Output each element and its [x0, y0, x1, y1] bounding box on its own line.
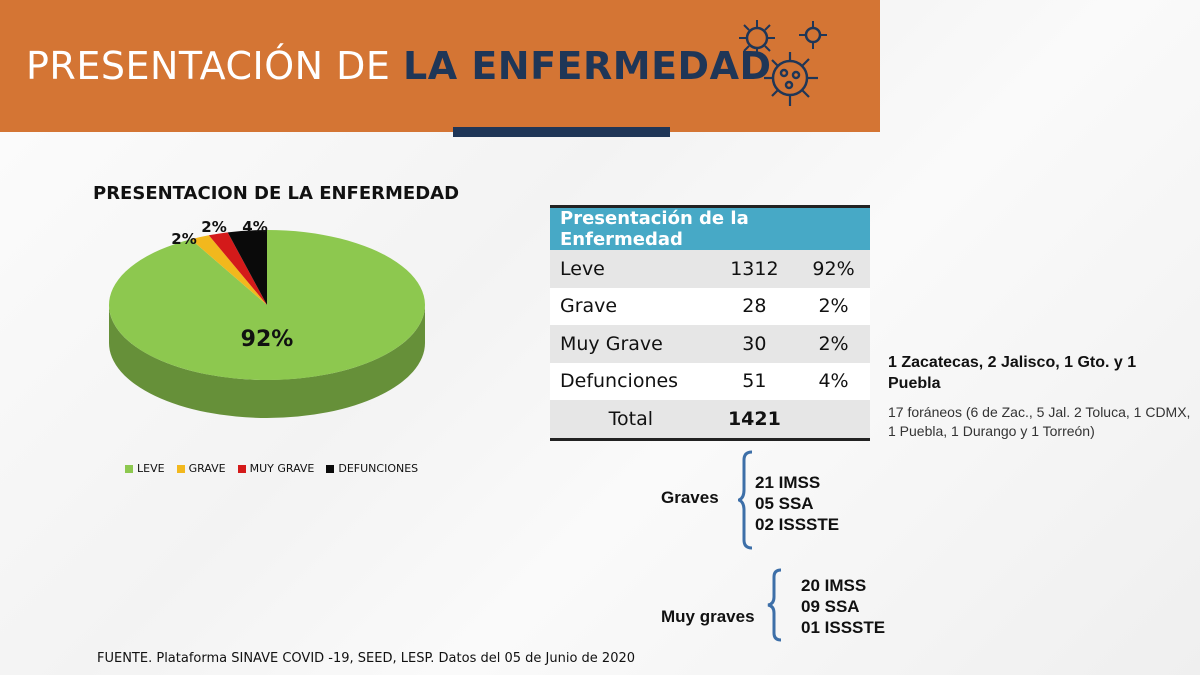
legend-swatch: [176, 464, 185, 473]
row-pct: 4%: [797, 362, 870, 400]
graves-label: Graves: [661, 488, 719, 507]
graves-brace: [738, 450, 753, 550]
muy-graves-label: Muy graves: [661, 607, 755, 626]
total-empty: [797, 400, 870, 441]
muy-graves-item: 01 ISSSTE: [801, 618, 886, 637]
row-count: 30: [711, 325, 798, 363]
legend-item: DEFUNCIONES: [326, 462, 418, 475]
pie-slice-side-leve: [109, 305, 425, 418]
row-label: Grave: [550, 287, 712, 325]
table-row: Grave 28 2%: [550, 287, 870, 325]
total-value: 1421: [711, 400, 798, 441]
pie-chart: 92% 2% 2% 4%: [108, 218, 425, 418]
legend-item: MUY GRAVE: [237, 462, 315, 475]
page-title: PRESENTACIÓN DE LA ENFERMEDAD: [26, 44, 772, 88]
data-label-leve: 92%: [241, 327, 294, 352]
graves-item: 02 ISSSTE: [755, 515, 840, 534]
legend-swatch: [125, 464, 133, 473]
pie-side: [109, 305, 425, 418]
virus-icon: [739, 20, 827, 106]
summary-table: Presentación de la Enfermedad Leve 1312 …: [550, 205, 870, 441]
graves-item: 21 IMSS: [755, 473, 821, 492]
row-pct: 2%: [797, 325, 870, 363]
graves-item: 05 SSA: [755, 494, 814, 513]
table-header: Presentación de la Enfermedad: [550, 205, 870, 250]
row-label: Leve: [550, 250, 712, 288]
total-label: Total: [550, 400, 712, 441]
data-label-muy-grave: 2%: [201, 218, 226, 236]
banner-underline: [453, 127, 670, 137]
table-total-row: Total 1421: [550, 400, 870, 441]
pie-slice-grave: [190, 235, 267, 305]
row-count: 28: [711, 287, 798, 325]
page-title-bold: LA ENFERMEDAD: [402, 44, 772, 88]
row-pct: 92%: [797, 250, 870, 288]
legend-swatch: [237, 464, 246, 473]
graves-list: 21 IMSS 05 SSA 02 ISSSTE: [755, 472, 839, 535]
legend-swatch: [326, 464, 335, 473]
pie-slice-defunciones: [227, 230, 267, 305]
page-title-light: PRESENTACIÓN DE: [26, 44, 403, 88]
muy-graves-item: 09 SSA: [801, 597, 860, 616]
data-label-grave: 2%: [171, 230, 196, 248]
data-label-defunciones: 4%: [242, 218, 267, 236]
source-note: FUENTE. Plataforma SINAVE COVID -19, SEE…: [97, 651, 636, 666]
legend-label: LEVE: [137, 462, 165, 475]
row-label: Defunciones: [550, 362, 712, 400]
table-row: Defunciones 51 4%: [550, 362, 870, 400]
row-count: 1312: [711, 250, 798, 288]
table-row: Leve 1312 92%: [550, 250, 870, 288]
muy-graves-brace: [767, 568, 782, 642]
legend-label: GRAVE: [188, 462, 226, 475]
foraneos-note: 17 foráneos (6 de Zac., 5 Jal. 2 Toluca,…: [888, 404, 1191, 439]
table-row: Muy Grave 30 2%: [550, 325, 870, 363]
chart-title: PRESENTACION DE LA ENFERMEDAD: [93, 183, 460, 204]
muy-graves-item: 20 IMSS: [801, 576, 867, 595]
row-label: Muy Grave: [550, 325, 712, 363]
legend-label: MUY GRAVE: [249, 462, 315, 475]
row-count: 51: [711, 362, 798, 400]
header-banner: PRESENTACIÓN DE LA ENFERMEDAD: [0, 0, 880, 132]
muy-graves-list: 20 IMSS 09 SSA 01 ISSSTE: [801, 575, 885, 638]
legend-label: DEFUNCIONES: [338, 462, 419, 475]
origin-note: 1 Zacatecas, 2 Jalisco, 1 Gto. y 1 Puebl…: [888, 354, 1137, 392]
chart-legend: LEVE GRAVE MUY GRAVE DEFUNCIONES: [125, 462, 418, 475]
row-pct: 2%: [797, 287, 870, 325]
legend-item: LEVE: [125, 462, 165, 475]
legend-item: GRAVE: [176, 462, 226, 475]
pie-slice-muy-grave: [208, 232, 267, 305]
